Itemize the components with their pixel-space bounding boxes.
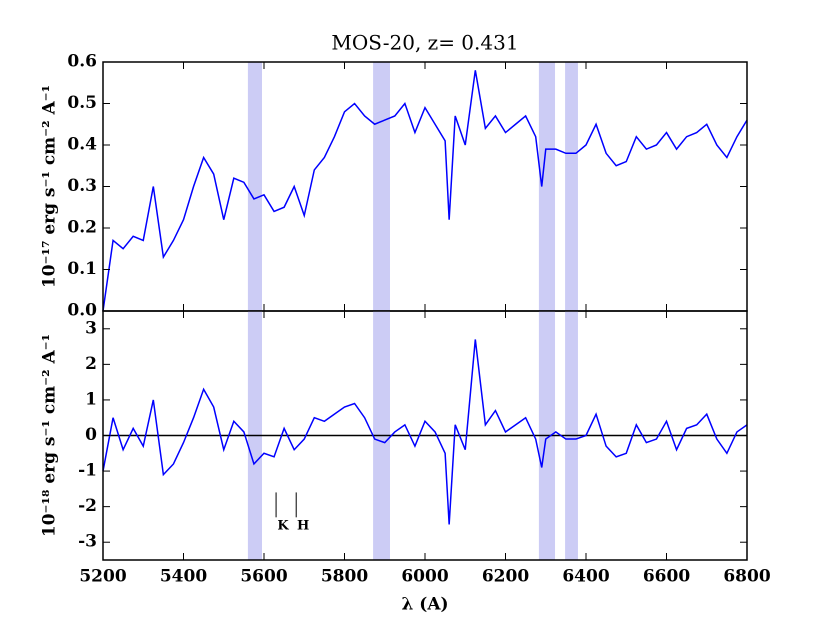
y-tick-label: 0 xyxy=(85,425,97,445)
x-tick-label: 6400 xyxy=(562,567,609,587)
y-tick-label: 0.1 xyxy=(67,259,97,279)
y-tick-label: 2 xyxy=(85,354,97,374)
y-axis-label: 10⁻¹⁷ erg s⁻¹ cm⁻² A⁻¹ xyxy=(40,85,60,288)
y-tick-label: 0.5 xyxy=(67,93,97,113)
y-tick-label: -2 xyxy=(78,496,97,516)
shaded-region xyxy=(247,62,262,311)
y-tick-label: 0.3 xyxy=(67,176,97,196)
spectrum-line xyxy=(102,339,748,525)
y-tick-label: -1 xyxy=(78,461,97,481)
x-tick-label: 5400 xyxy=(160,567,207,587)
chart-title: MOS-20, z= 0.431 xyxy=(331,31,518,55)
plot-frame xyxy=(102,310,748,561)
x-tick-label: 5600 xyxy=(240,567,287,587)
y-axis-label: 10⁻¹⁸ erg s⁻¹ cm⁻² A⁻¹ xyxy=(40,334,60,537)
y-tick-label: -3 xyxy=(78,532,97,552)
shaded-region xyxy=(538,62,556,311)
shaded-region xyxy=(373,62,390,311)
x-tick-label: 6200 xyxy=(482,567,529,587)
annotation: K xyxy=(277,519,289,534)
y-tick-label: 0.4 xyxy=(67,135,97,155)
shaded-region xyxy=(565,62,578,311)
y-tick-label: 0.2 xyxy=(67,218,97,238)
annotation: H xyxy=(297,519,309,534)
y-tick-label: 3 xyxy=(85,318,97,338)
y-tick-label: 0.0 xyxy=(67,301,97,321)
x-axis-label: λ (A) xyxy=(401,595,448,615)
x-tick-label: 5200 xyxy=(79,567,126,587)
x-tick-label: 6800 xyxy=(723,567,770,587)
spectrum-line xyxy=(102,70,748,312)
x-tick-label: 6600 xyxy=(643,567,690,587)
x-tick-label: 6000 xyxy=(401,567,448,587)
x-tick-label: 5800 xyxy=(321,567,368,587)
y-tick-label: 0.6 xyxy=(67,52,97,72)
y-tick-label: 1 xyxy=(85,389,97,409)
